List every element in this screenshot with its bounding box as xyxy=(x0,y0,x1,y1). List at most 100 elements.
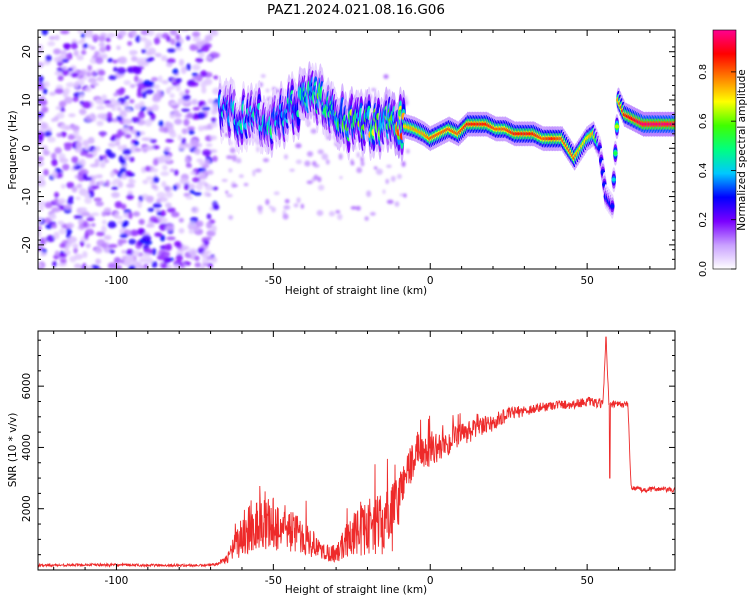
noise-blob xyxy=(60,30,70,35)
noise-blob xyxy=(108,75,117,81)
noise-blob xyxy=(164,146,171,152)
snr-y-label: SNR (10 * v/v) xyxy=(7,413,19,488)
noise-blob xyxy=(38,61,44,68)
noise-blob xyxy=(42,88,48,95)
noise-blob xyxy=(73,129,80,137)
noise-blob xyxy=(53,115,59,122)
noise-blob xyxy=(145,257,153,264)
noise-blob xyxy=(80,151,88,157)
noise-blob xyxy=(97,174,103,179)
noise-blob xyxy=(118,155,124,163)
noise-blob xyxy=(306,180,313,185)
noise-blob xyxy=(143,248,153,254)
y-tick-label: -20 xyxy=(21,236,33,253)
noise-blob xyxy=(300,203,305,209)
noise-blob xyxy=(375,168,383,176)
noise-blob xyxy=(198,126,205,131)
noise-blob xyxy=(77,30,83,35)
spectrogram-frame xyxy=(37,29,676,270)
noise-blob xyxy=(118,30,127,37)
noise-blob xyxy=(159,209,166,218)
noise-blob xyxy=(165,202,172,209)
noise-blob xyxy=(84,232,89,240)
noise-blob xyxy=(95,258,102,265)
noise-blob xyxy=(39,121,47,130)
noise-blob xyxy=(199,265,206,269)
noise-blob xyxy=(164,185,171,193)
noise-blob xyxy=(211,117,217,123)
noise-blob xyxy=(63,43,71,48)
noise-blob xyxy=(382,189,386,195)
noise-blob xyxy=(337,213,343,221)
noise-blob xyxy=(84,87,92,93)
noise-blob xyxy=(206,192,212,197)
noise-blob xyxy=(38,134,44,142)
noise-blob xyxy=(113,257,122,264)
noise-blob xyxy=(101,219,107,225)
noise-blob xyxy=(87,64,93,71)
noise-blob xyxy=(106,111,113,119)
noise-blob xyxy=(160,234,166,242)
noise-blob xyxy=(385,178,390,185)
ridge-marks xyxy=(217,61,675,219)
noise-blob xyxy=(141,91,147,99)
noise-blob xyxy=(295,143,302,149)
noise-blob xyxy=(79,108,87,115)
noise-blob xyxy=(273,191,280,196)
noise-blob xyxy=(60,131,67,138)
noise-blob xyxy=(148,56,155,61)
noise-blob xyxy=(52,261,58,267)
noise-blob xyxy=(57,75,64,81)
noise-blob xyxy=(161,55,168,62)
y-tick-label: 2000 xyxy=(21,495,33,522)
noise-blob xyxy=(181,245,190,251)
y-tick-label: 0 xyxy=(21,145,33,152)
noise-blob xyxy=(211,186,219,191)
noise-blob xyxy=(137,78,143,84)
noise-blob xyxy=(211,256,218,264)
noise-blob xyxy=(128,264,136,269)
snr-frame xyxy=(37,330,676,571)
noise-blob xyxy=(147,110,154,116)
noise-blob xyxy=(110,136,116,142)
noise-blob xyxy=(195,41,204,48)
noise-blob xyxy=(356,151,360,158)
noise-blob xyxy=(73,214,83,220)
noise-blob xyxy=(102,154,108,160)
chart-title: PAZ1.2024.021.08.16.G06 xyxy=(267,2,445,18)
noise-blob xyxy=(172,184,178,191)
noise-blob xyxy=(108,142,116,148)
noise-blob xyxy=(71,156,79,164)
noise-blob xyxy=(134,75,139,83)
noise-blob xyxy=(63,204,73,210)
x-tick-label: -100 xyxy=(105,575,129,587)
noise-blob xyxy=(142,80,152,87)
noise-blob xyxy=(390,175,396,182)
noise-blob xyxy=(65,222,75,229)
noise-blob xyxy=(174,112,182,118)
noise-blob xyxy=(116,106,122,112)
noise-blob xyxy=(119,233,128,239)
noise-blob xyxy=(89,180,96,185)
noise-blob xyxy=(156,211,162,216)
noise-blob xyxy=(84,144,90,150)
noise-blob xyxy=(202,164,210,169)
noise-blob xyxy=(101,94,108,101)
noise-blob xyxy=(209,135,217,141)
noise-blob xyxy=(152,168,159,173)
noise-blob xyxy=(163,256,171,265)
noise-blob xyxy=(142,148,148,153)
noise-blob xyxy=(138,195,144,203)
noise-blob xyxy=(38,75,44,83)
noise-blob xyxy=(101,225,107,233)
noise-blob xyxy=(54,70,63,76)
noise-blob xyxy=(146,195,154,204)
noise-blob xyxy=(200,81,207,88)
noise-blob xyxy=(130,30,137,37)
noise-blob xyxy=(58,100,67,108)
noise-blob xyxy=(152,202,162,209)
x-tick-label: 0 xyxy=(427,275,434,287)
noise-blob xyxy=(77,40,84,45)
noise-blob xyxy=(184,156,190,164)
noise-blob xyxy=(74,253,83,260)
